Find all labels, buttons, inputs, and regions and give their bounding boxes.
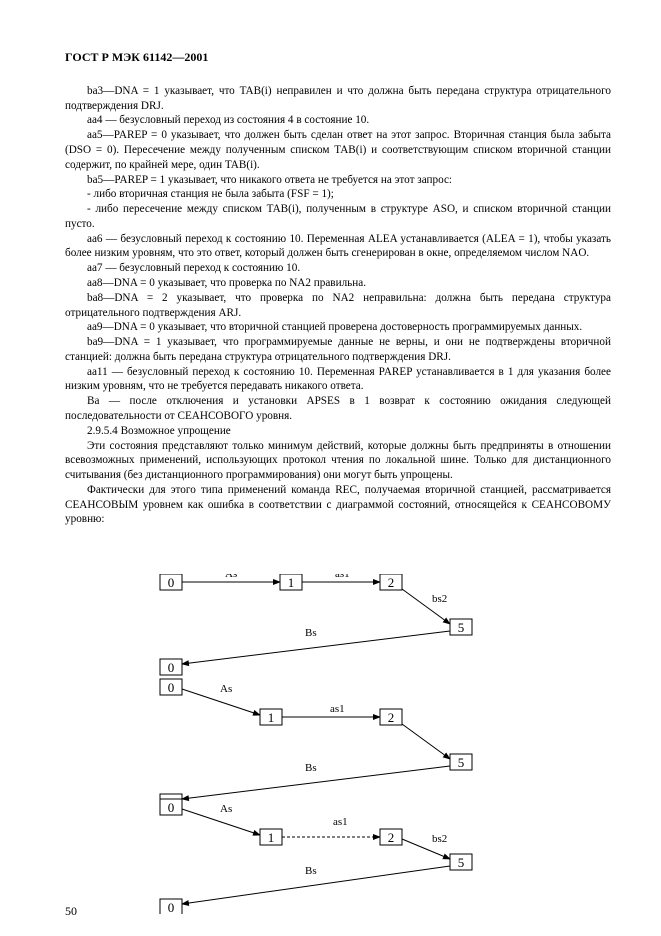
paragraph: - либо пересечение между списком TAB(i),… [65,202,611,232]
paragraph: ba3—DNA = 1 указывает, что TAB(i) неправ… [65,84,611,114]
paragraph: aa7 — безусловный переход к состоянию 10… [65,261,611,276]
svg-text:0: 0 [168,575,175,590]
svg-text:bs2: bs2 [432,833,447,845]
paragraph: ba9—DNA = 1 указывает, что программируем… [65,335,611,365]
svg-text:as1: as1 [330,703,345,715]
page-number: 50 [65,904,77,920]
svg-text:0: 0 [168,800,175,815]
paragraph: Эти состояния представляют только миниму… [65,439,611,483]
doc-header: ГОСТ Р МЭК 61142—2001 [65,50,611,66]
svg-text:bs2: bs2 [432,593,447,605]
svg-text:Bs: Bs [305,627,317,639]
paragraph: aa11 — безусловный переход к состоянию 1… [65,365,611,395]
paragraph: aa4 — безусловный переход из состояния 4… [65,113,611,128]
svg-text:1: 1 [268,710,275,725]
svg-text:As: As [220,683,232,695]
svg-text:Bs: Bs [305,762,317,774]
body-text: ba3—DNA = 1 указывает, что TAB(i) неправ… [65,84,611,527]
svg-text:0: 0 [168,680,175,695]
svg-text:5: 5 [458,620,465,635]
paragraph: ba5—PAREP = 1 указывает, что никакого от… [65,173,611,188]
svg-text:As: As [220,803,232,815]
svg-text:1: 1 [268,830,275,845]
paragraph: - либо вторичная станция не была забыта … [65,187,611,202]
svg-text:as1: as1 [335,574,350,580]
svg-text:5: 5 [458,855,465,870]
svg-text:As: As [225,574,237,580]
paragraph: aa5—PAREP = 0 указывает, что должен быть… [65,128,611,172]
paragraph: Фактически для этого типа применений ком… [65,483,611,527]
svg-text:2: 2 [388,830,395,845]
paragraph: aa6 — безусловный переход к состоянию 10… [65,232,611,262]
paragraph: aa8—DNA = 0 указывает, что проверка по N… [65,276,611,291]
svg-text:0: 0 [168,660,175,675]
paragraph: Ba — после отключения и установки APSES … [65,394,611,424]
svg-text:as1: as1 [333,816,348,828]
svg-text:2: 2 [388,710,395,725]
svg-text:2: 2 [388,575,395,590]
svg-text:5: 5 [458,755,465,770]
svg-text:1: 1 [288,575,295,590]
paragraph: aa9—DNA = 0 указывает, что вторичной ста… [65,320,611,335]
paragraph: ba8—DNA = 2 указывает, что проверка по N… [65,291,611,321]
page: ГОСТ Р МЭК 61142—2001 ba3—DNA = 1 указыв… [0,0,661,936]
svg-text:Bs: Bs [305,865,317,877]
svg-text:0: 0 [168,900,175,914]
paragraph: 2.9.5.4 Возможное упрощение [65,424,611,439]
state-diagram: As as1 bs2 Bs 0 1 2 5 0 As as1 Bs 0 1 2 5 0 As as1 bs2 Bs 0 1 2… [155,574,515,914]
